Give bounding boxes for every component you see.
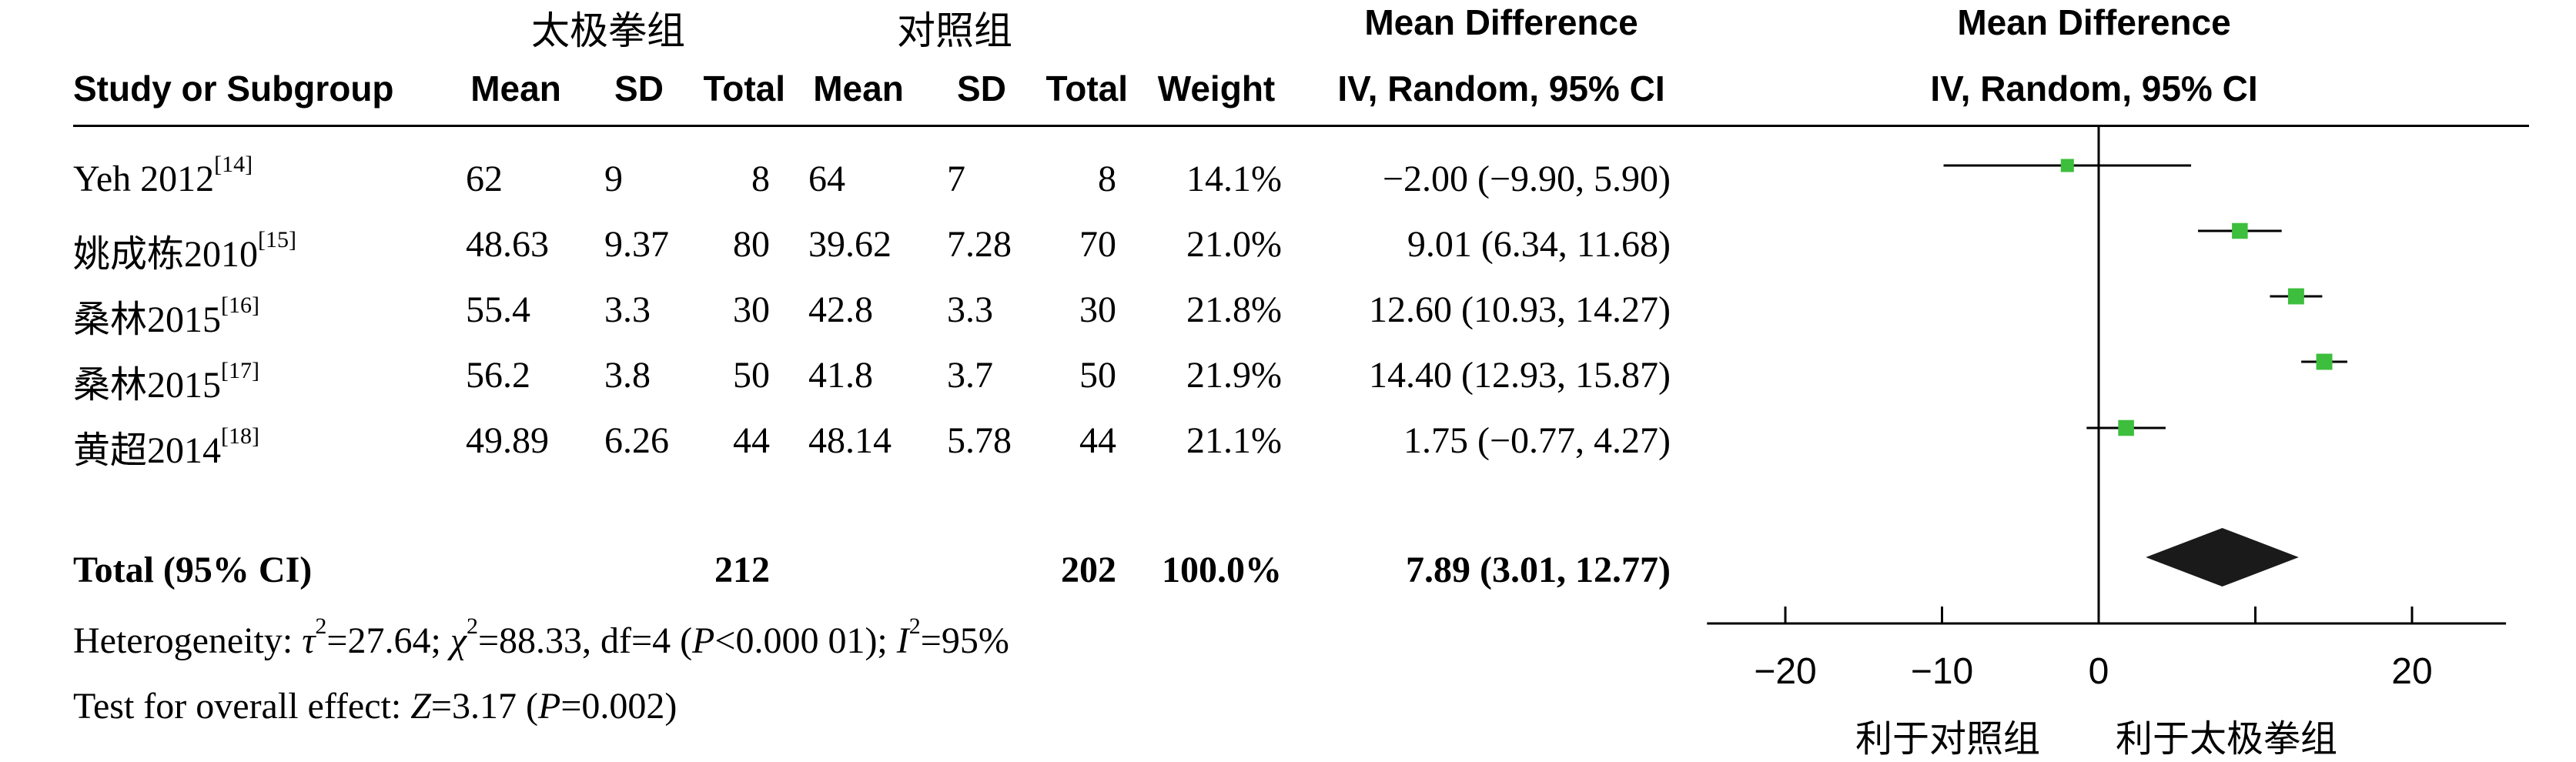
study-ref: [17] xyxy=(221,358,259,383)
ctrl-sd: 5.78 xyxy=(947,420,1012,461)
ci-text: 1.75 (−0.77, 4.27) xyxy=(1403,420,1671,461)
pooled-diamond xyxy=(2146,528,2299,587)
x-axis-tick-label: −10 xyxy=(1911,651,1973,692)
exp-mean-header: Mean xyxy=(470,69,561,109)
ctrl-sd: 7.28 xyxy=(947,224,1012,265)
heterogeneity-text: Heterogeneity: τ2=27.64; χ2=88.33, df=4 … xyxy=(73,613,1009,662)
study-name: 姚成栋2010 xyxy=(73,234,259,275)
exp-sd: 3.3 xyxy=(604,289,651,330)
study-column-header: Study or Subgroup xyxy=(73,69,394,109)
study-name: Yeh 2012 xyxy=(73,159,215,199)
ctrl-sd: 3.3 xyxy=(947,289,993,330)
favors-experimental-label: 利于太极拳组 xyxy=(2116,719,2338,760)
exp-sd-header: SD xyxy=(614,69,664,109)
ctrl-mean: 64 xyxy=(808,159,845,199)
total-exp-n: 212 xyxy=(714,550,770,590)
ci-text: 12.60 (10.93, 14.27) xyxy=(1369,289,1671,330)
exp-mean: 62 xyxy=(466,159,503,199)
exp-total: 8 xyxy=(751,159,770,199)
ctrl-sd: 7 xyxy=(947,159,965,199)
exp-total-header: Total xyxy=(703,69,785,109)
study-ref: [16] xyxy=(221,292,259,318)
exp-total: 44 xyxy=(733,420,770,461)
exp-mean: 56.2 xyxy=(466,355,530,396)
ctrl-mean: 41.8 xyxy=(808,355,873,396)
x-axis-tick-label: 20 xyxy=(2391,651,2432,692)
effect-marker xyxy=(2060,159,2074,172)
study-name: 黄超2014 xyxy=(73,430,222,471)
effect-marker xyxy=(2232,222,2248,239)
effect-marker xyxy=(2287,288,2304,305)
ctrl-total-header: Total xyxy=(1045,69,1128,109)
weight-value: 21.9% xyxy=(1186,355,1282,396)
ctrl-sd-header: SD xyxy=(957,69,1006,109)
x-axis-tick-label: 0 xyxy=(2089,651,2109,692)
effect-marker xyxy=(2118,419,2134,436)
ctrl-total: 30 xyxy=(1079,289,1116,330)
weight-value: 21.0% xyxy=(1186,224,1282,265)
favors-control-label: 利于对照组 xyxy=(1855,719,2041,760)
ctrl-total: 50 xyxy=(1079,355,1116,396)
study-ref: [14] xyxy=(214,152,253,177)
exp-total: 30 xyxy=(733,289,770,330)
study-name: 桑林2015 xyxy=(73,365,222,406)
total-label: Total (95% CI) xyxy=(73,550,313,590)
exp-sd: 3.8 xyxy=(604,355,651,396)
study-ref: [18] xyxy=(221,423,259,449)
weight-header: Weight xyxy=(1157,69,1276,109)
exp-sd: 9 xyxy=(604,159,623,199)
weight-value: 21.1% xyxy=(1186,420,1282,461)
total-ci-text: 7.89 (3.01, 12.77) xyxy=(1406,550,1671,590)
ctrl-mean: 48.14 xyxy=(808,420,892,461)
ctrl-total: 8 xyxy=(1098,159,1116,199)
plot-header-rule xyxy=(1690,125,2529,127)
exp-mean: 49.89 xyxy=(466,420,549,461)
ctrl-mean: 42.8 xyxy=(808,289,873,330)
study-ref: [15] xyxy=(258,227,296,252)
ctrl-total: 70 xyxy=(1079,224,1116,265)
ci-text: 14.40 (12.93, 15.87) xyxy=(1369,355,1671,396)
experimental-group-title: 太极拳组 xyxy=(531,9,685,52)
table-header-rule xyxy=(73,125,1690,127)
total-ctrl-n: 202 xyxy=(1061,550,1116,590)
exp-total: 50 xyxy=(733,355,770,396)
ctrl-mean-header: Mean xyxy=(813,69,904,109)
exp-mean: 48.63 xyxy=(466,224,549,265)
overall-effect-text: Test for overall effect: Z=3.17 (P=0.002… xyxy=(73,686,677,727)
x-axis-tick-label: −20 xyxy=(1754,651,1816,692)
ci-text: 9.01 (6.34, 11.68) xyxy=(1407,224,1671,265)
plot-title: Mean Difference xyxy=(1957,2,2231,42)
exp-sd: 6.26 xyxy=(604,420,669,461)
md-column-title: Mean Difference xyxy=(1364,2,1638,42)
ctrl-sd: 3.7 xyxy=(947,355,993,396)
ctrl-total: 44 xyxy=(1079,420,1116,461)
control-group-title: 对照组 xyxy=(897,9,1012,52)
exp-mean: 55.4 xyxy=(466,289,530,330)
ci-text: −2.00 (−9.90, 5.90) xyxy=(1382,159,1671,199)
total-weight: 100.0% xyxy=(1162,550,1282,590)
exp-sd: 9.37 xyxy=(604,224,669,265)
exp-total: 80 xyxy=(733,224,770,265)
study-name: 桑林2015 xyxy=(73,299,222,340)
effect-marker xyxy=(2316,353,2333,370)
plot-method-header: IV, Random, 95% CI xyxy=(1930,69,2258,109)
weight-value: 14.1% xyxy=(1186,159,1282,199)
weight-value: 21.8% xyxy=(1186,289,1282,330)
ctrl-mean: 39.62 xyxy=(808,224,892,265)
md-method-header: IV, Random, 95% CI xyxy=(1337,69,1665,109)
